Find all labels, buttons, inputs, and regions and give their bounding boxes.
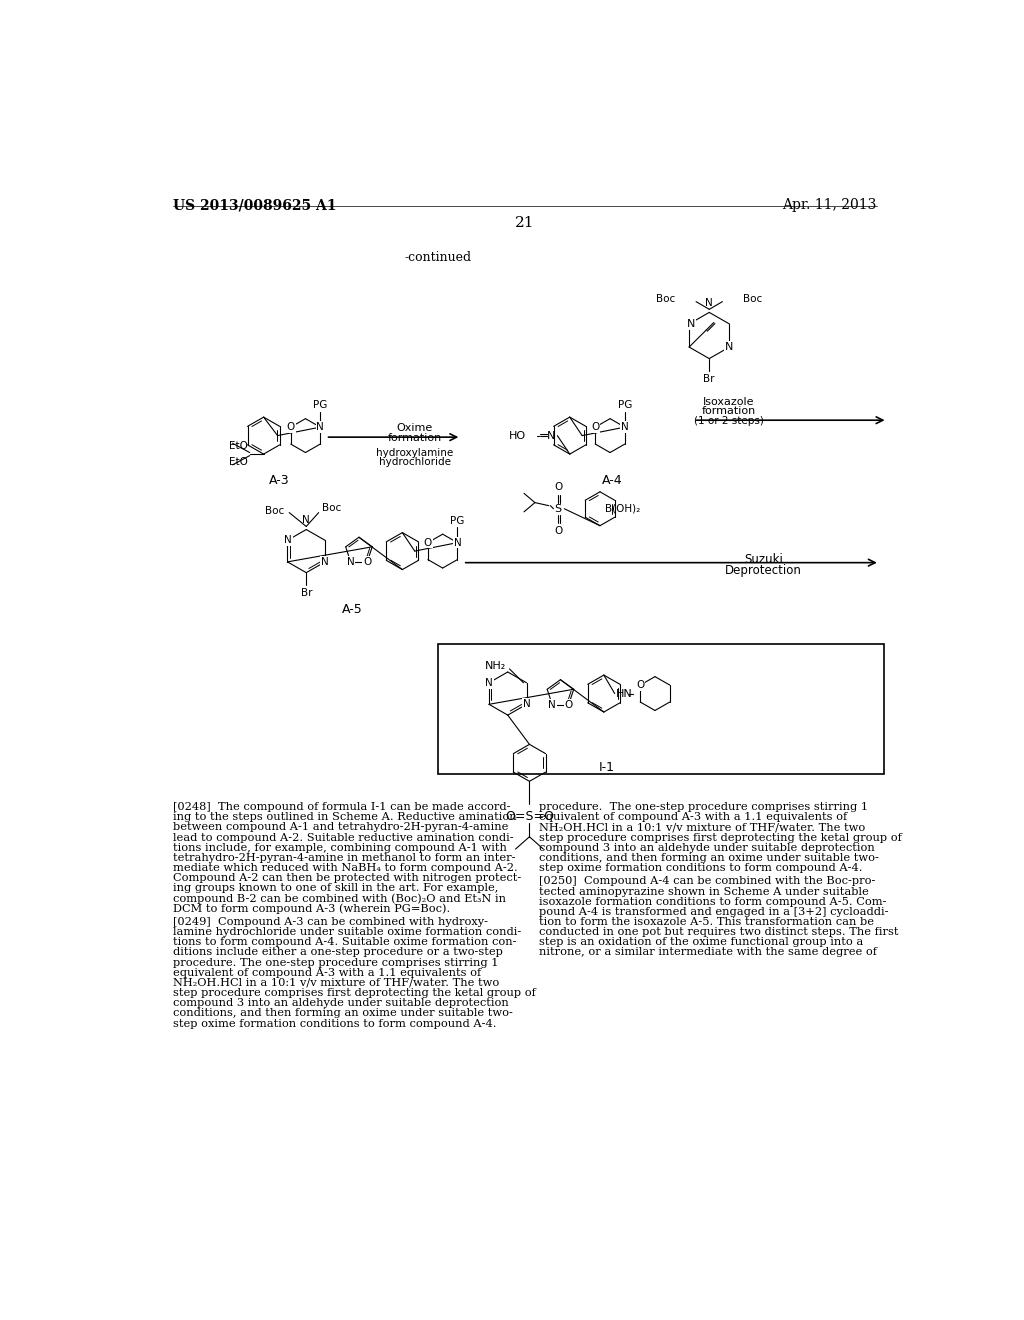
Text: [0248]  The compound of formula I-1 can be made accord-: [0248] The compound of formula I-1 can b… <box>173 803 510 812</box>
Text: DCM to form compound A-3 (wherein PG=Boc).: DCM to form compound A-3 (wherein PG=Boc… <box>173 904 451 915</box>
Text: PG: PG <box>451 516 465 525</box>
Text: mediate which reduced with NaBH₄ to form compound A-2.: mediate which reduced with NaBH₄ to form… <box>173 863 518 873</box>
Text: HO: HO <box>509 430 526 441</box>
Text: hydrochloride: hydrochloride <box>379 457 451 467</box>
Text: N: N <box>549 700 556 710</box>
Text: equivalent of compound A-3 with a 1.1 equivalents of: equivalent of compound A-3 with a 1.1 eq… <box>173 968 481 978</box>
Text: Br: Br <box>300 589 312 598</box>
Text: Boc: Boc <box>743 293 763 304</box>
Text: EtO: EtO <box>229 457 248 467</box>
Text: A-4: A-4 <box>602 474 623 487</box>
Text: hydroxylamine: hydroxylamine <box>376 447 454 458</box>
Text: Apr. 11, 2013: Apr. 11, 2013 <box>782 198 877 213</box>
Text: Boc: Boc <box>322 503 341 513</box>
Text: N: N <box>485 677 493 688</box>
Text: tetrahydro-2H-pyran-4-amine in methanol to form an inter-: tetrahydro-2H-pyran-4-amine in methanol … <box>173 853 515 863</box>
Text: O: O <box>564 700 572 710</box>
Text: N: N <box>285 536 292 545</box>
Text: N: N <box>316 422 325 432</box>
Text: HN: HN <box>616 689 633 698</box>
Text: B(OH)₂: B(OH)₂ <box>604 504 640 513</box>
Text: EtO: EtO <box>229 441 248 451</box>
Text: I-1: I-1 <box>599 760 615 774</box>
Text: NH₂OH.HCl in a 10:1 v/v mixture of THF/water. The two: NH₂OH.HCl in a 10:1 v/v mixture of THF/w… <box>539 822 865 833</box>
Text: PG: PG <box>313 400 328 411</box>
Text: O: O <box>554 482 562 492</box>
Text: Oxime: Oxime <box>396 424 433 433</box>
Text: tions include, for example, combining compound A-1 with: tions include, for example, combining co… <box>173 842 507 853</box>
Text: ing to the steps outlined in Scheme A. Reductive amination: ing to the steps outlined in Scheme A. R… <box>173 812 516 822</box>
Text: step procedure comprises first deprotecting the ketal group of: step procedure comprises first deprotect… <box>173 989 536 998</box>
Text: formation: formation <box>701 407 756 416</box>
Text: Boc: Boc <box>656 293 675 304</box>
Text: O: O <box>591 422 599 432</box>
Text: tions to form compound A-4. Suitable oxime formation con-: tions to form compound A-4. Suitable oxi… <box>173 937 516 948</box>
Text: formation: formation <box>388 433 442 442</box>
Text: ditions include either a one-step procedure or a two-step: ditions include either a one-step proced… <box>173 948 503 957</box>
Text: nitrone, or a similar intermediate with the same degree of: nitrone, or a similar intermediate with … <box>539 948 877 957</box>
Text: 21: 21 <box>515 216 535 230</box>
Text: NH₂OH.HCl in a 10:1 v/v mixture of THF/water. The two: NH₂OH.HCl in a 10:1 v/v mixture of THF/w… <box>173 978 500 987</box>
Text: O: O <box>636 680 644 690</box>
Text: O=S=O: O=S=O <box>505 810 554 824</box>
Bar <box>438 644 884 775</box>
Text: conditions, and then forming an oxime under suitable two-: conditions, and then forming an oxime un… <box>539 853 879 863</box>
Text: [0249]  Compound A-3 can be combined with hydroxy-: [0249] Compound A-3 can be combined with… <box>173 917 488 927</box>
Text: N: N <box>322 557 329 566</box>
Text: step oxime formation conditions to form compound A-4.: step oxime formation conditions to form … <box>173 1019 497 1028</box>
Text: N: N <box>706 298 713 308</box>
Text: A-3: A-3 <box>269 474 290 487</box>
Text: tion to form the isoxazole A-5. This transformation can be: tion to form the isoxazole A-5. This tra… <box>539 917 873 927</box>
Text: O: O <box>364 557 372 568</box>
Text: S: S <box>555 504 562 513</box>
Text: lead to compound A-2. Suitable reductive amination condi-: lead to compound A-2. Suitable reductive… <box>173 833 514 842</box>
Text: conditions, and then forming an oxime under suitable two-: conditions, and then forming an oxime un… <box>173 1008 513 1019</box>
Text: N: N <box>347 557 354 568</box>
Text: -continued: -continued <box>404 251 472 264</box>
Text: compound 3 into an aldehyde under suitable deprotection: compound 3 into an aldehyde under suitab… <box>539 842 874 853</box>
Text: [0250]  Compound A-4 can be combined with the Boc-pro-: [0250] Compound A-4 can be combined with… <box>539 876 876 886</box>
Text: NH₂: NH₂ <box>485 661 507 671</box>
Text: equivalent of compound A-3 with a 1.1 equivalents of: equivalent of compound A-3 with a 1.1 eq… <box>539 812 847 822</box>
Text: compound 3 into an aldehyde under suitable deprotection: compound 3 into an aldehyde under suitab… <box>173 998 509 1008</box>
Text: lamine hydrochloride under suitable oxime formation condi-: lamine hydrochloride under suitable oxim… <box>173 927 521 937</box>
Text: Suzuki: Suzuki <box>744 553 783 566</box>
Text: N: N <box>547 430 555 441</box>
Text: Compound A-2 can then be protected with nitrogen protect-: Compound A-2 can then be protected with … <box>173 874 521 883</box>
Text: ing groups known to one of skill in the art. For example,: ing groups known to one of skill in the … <box>173 883 499 894</box>
Text: Isoxazole: Isoxazole <box>702 397 755 407</box>
Text: N: N <box>621 422 629 432</box>
Text: step is an oxidation of the oxime functional group into a: step is an oxidation of the oxime functi… <box>539 937 863 948</box>
Text: compound B-2 can be combined with (Boc)₂O and Et₃N in: compound B-2 can be combined with (Boc)₂… <box>173 894 506 904</box>
Text: N: N <box>522 700 530 709</box>
Text: step oxime formation conditions to form compound A-4.: step oxime formation conditions to form … <box>539 863 862 873</box>
Text: US 2013/0089625 A1: US 2013/0089625 A1 <box>173 198 337 213</box>
Text: isoxazole formation conditions to form compound A-5. Com-: isoxazole formation conditions to form c… <box>539 896 886 907</box>
Text: procedure.  The one-step procedure comprises stirring 1: procedure. The one-step procedure compri… <box>539 803 868 812</box>
Text: N: N <box>686 319 695 329</box>
Text: A-5: A-5 <box>342 603 364 616</box>
Text: O: O <box>554 525 562 536</box>
Text: N: N <box>725 342 733 352</box>
Text: between compound A-1 and tetrahydro-2H-pyran-4-amine: between compound A-1 and tetrahydro-2H-p… <box>173 822 508 833</box>
Text: N: N <box>302 515 310 525</box>
Text: tected aminopyrazine shown in Scheme A under suitable: tected aminopyrazine shown in Scheme A u… <box>539 887 868 896</box>
Text: Br: Br <box>703 374 715 384</box>
Text: (1 or 2 steps): (1 or 2 steps) <box>693 416 764 425</box>
Text: N: N <box>454 537 461 548</box>
Text: pound A-4 is transformed and engaged in a [3+2] cycloaddi-: pound A-4 is transformed and engaged in … <box>539 907 888 917</box>
Text: procedure. The one-step procedure comprises stirring 1: procedure. The one-step procedure compri… <box>173 958 499 968</box>
Text: Boc: Boc <box>265 506 285 516</box>
Text: Deprotection: Deprotection <box>725 564 802 577</box>
Text: O: O <box>424 537 432 548</box>
Text: PG: PG <box>617 400 632 411</box>
Text: O: O <box>287 422 295 432</box>
Text: conducted in one pot but requires two distinct steps. The first: conducted in one pot but requires two di… <box>539 927 898 937</box>
Text: step procedure comprises first deprotecting the ketal group of: step procedure comprises first deprotect… <box>539 833 901 842</box>
